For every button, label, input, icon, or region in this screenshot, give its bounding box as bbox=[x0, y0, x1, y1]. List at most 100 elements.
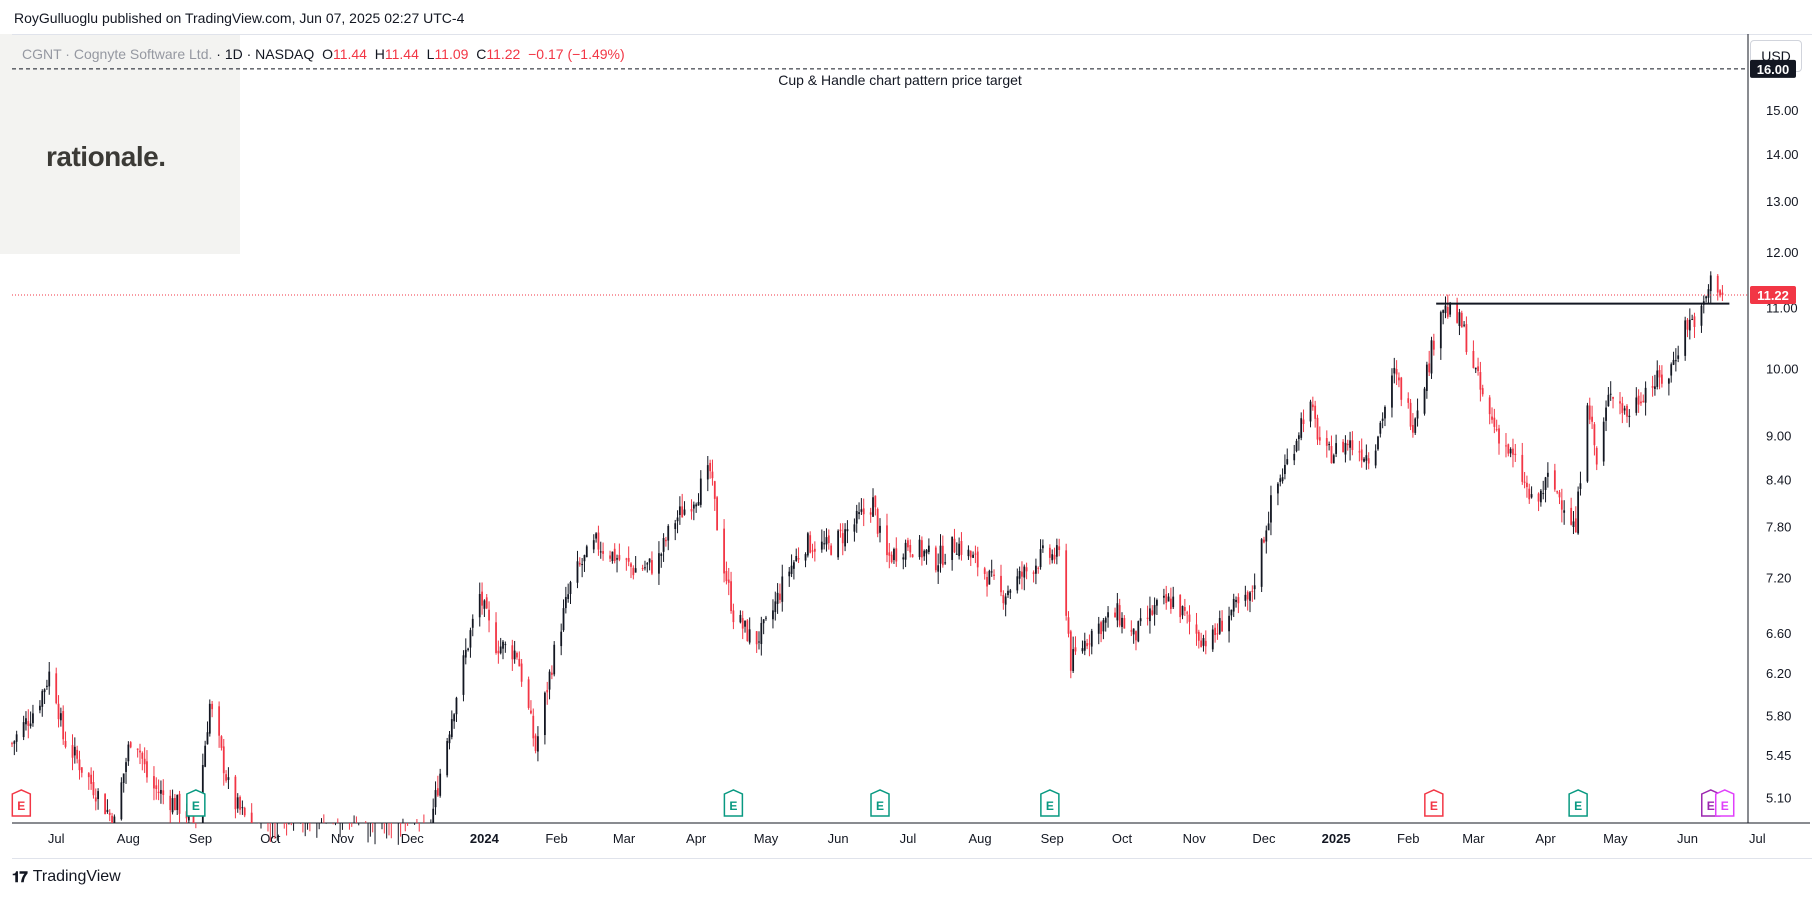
earnings-event-icon[interactable] bbox=[1568, 789, 1588, 817]
candle-body bbox=[1705, 296, 1708, 299]
candle-body bbox=[1284, 464, 1286, 475]
candle-body bbox=[627, 557, 630, 562]
candle-body bbox=[1523, 481, 1526, 483]
candle-body bbox=[120, 782, 123, 820]
candle-body bbox=[1263, 539, 1265, 543]
candle-body bbox=[1167, 596, 1170, 602]
x-tick-label: May bbox=[754, 831, 779, 846]
candle-body bbox=[1349, 440, 1351, 448]
earnings-event-icon[interactable] bbox=[1424, 789, 1444, 817]
x-tick-label: May bbox=[1603, 831, 1628, 846]
x-tick-label: Nov bbox=[331, 831, 355, 846]
candle-body bbox=[886, 525, 888, 556]
candle-body bbox=[1577, 491, 1580, 534]
candle-body bbox=[434, 790, 437, 808]
y-tick-label: 10.00 bbox=[1766, 361, 1799, 376]
x-tick-label: Aug bbox=[968, 831, 991, 846]
footer-brand[interactable]: 𝟏𝟕 TradingView bbox=[12, 868, 121, 886]
candle-body bbox=[795, 556, 798, 561]
candle-body bbox=[527, 679, 530, 708]
candle-body bbox=[634, 568, 637, 573]
candle-body bbox=[1081, 648, 1084, 652]
candle-body bbox=[125, 762, 127, 772]
candle-body bbox=[94, 797, 97, 802]
candle-body bbox=[1118, 605, 1121, 626]
candle-body bbox=[993, 574, 995, 576]
earnings-event-icon[interactable] bbox=[1714, 789, 1735, 817]
chart-frame[interactable] bbox=[12, 34, 1812, 859]
candle-body bbox=[1479, 372, 1482, 390]
candle-body bbox=[1090, 630, 1093, 647]
candle-body bbox=[1344, 442, 1347, 455]
earnings-event-icon[interactable] bbox=[870, 789, 890, 817]
candle-body bbox=[830, 545, 833, 555]
earnings-event-letter: E bbox=[1721, 799, 1729, 813]
x-tick-label: Jun bbox=[828, 831, 849, 846]
candle-body bbox=[641, 567, 644, 570]
candle-body bbox=[41, 691, 44, 707]
candle-body bbox=[744, 620, 746, 627]
candle-body bbox=[1560, 500, 1563, 510]
earnings-event-icon[interactable] bbox=[1040, 789, 1060, 817]
candle-body bbox=[1074, 647, 1077, 652]
candle-body bbox=[129, 742, 132, 748]
candle-body bbox=[1083, 640, 1086, 651]
candle-body bbox=[111, 815, 113, 823]
candle-body bbox=[1156, 600, 1158, 606]
candle-body bbox=[1521, 454, 1524, 482]
symbol-name[interactable]: CGNT · Cognyte Software Ltd. bbox=[22, 46, 213, 62]
candle-body bbox=[772, 610, 774, 620]
candle-body bbox=[1395, 369, 1398, 375]
candle-body bbox=[755, 631, 758, 645]
candle-body bbox=[1146, 617, 1149, 619]
x-tick-label: Dec bbox=[1252, 831, 1276, 846]
candle-body bbox=[64, 740, 67, 747]
candle-body bbox=[972, 554, 974, 558]
candle-body bbox=[730, 581, 732, 611]
candle-body bbox=[1195, 624, 1198, 634]
candle-body bbox=[436, 788, 439, 796]
candle-body bbox=[1654, 386, 1656, 389]
candle-body bbox=[471, 618, 474, 628]
candle-body bbox=[146, 761, 148, 778]
candle-body bbox=[90, 774, 93, 784]
candle-body bbox=[71, 745, 74, 758]
candle-body bbox=[709, 462, 712, 472]
candle-body bbox=[1002, 595, 1005, 604]
candle-body bbox=[923, 550, 926, 557]
candle-body bbox=[1139, 618, 1142, 622]
footer-brand-label: TradingView bbox=[32, 868, 121, 885]
candle-body bbox=[1591, 416, 1593, 422]
candle-body bbox=[1009, 590, 1012, 593]
candle-body bbox=[1181, 606, 1184, 616]
candle-body bbox=[1214, 627, 1216, 636]
candle-body bbox=[888, 552, 891, 556]
earnings-event-icon[interactable] bbox=[723, 789, 744, 817]
candle-body bbox=[1114, 612, 1116, 618]
candle-body bbox=[1244, 594, 1247, 601]
candle-body bbox=[651, 560, 653, 574]
candle-body bbox=[1570, 507, 1573, 525]
candle-body bbox=[872, 497, 874, 517]
candle-body bbox=[76, 749, 79, 759]
earnings-event-icon[interactable] bbox=[186, 789, 206, 817]
candle-body bbox=[1412, 424, 1414, 433]
candle-body bbox=[667, 525, 670, 541]
candle-body bbox=[537, 736, 539, 752]
candle-body bbox=[860, 509, 863, 512]
candle-body bbox=[1135, 631, 1137, 641]
candle-body bbox=[1635, 397, 1638, 413]
candle-body bbox=[890, 554, 893, 563]
candle-body bbox=[1137, 621, 1140, 642]
candle-body bbox=[569, 582, 572, 594]
earnings-event-icon[interactable] bbox=[11, 789, 32, 817]
candle-body bbox=[160, 789, 162, 794]
candle-body bbox=[681, 506, 684, 518]
candle-body bbox=[1123, 618, 1126, 629]
candle-body bbox=[1721, 292, 1724, 296]
candle-body bbox=[1221, 620, 1223, 632]
candle-body bbox=[1374, 450, 1377, 466]
candle-body bbox=[1446, 307, 1449, 317]
y-tick-label: 15.00 bbox=[1766, 103, 1799, 118]
